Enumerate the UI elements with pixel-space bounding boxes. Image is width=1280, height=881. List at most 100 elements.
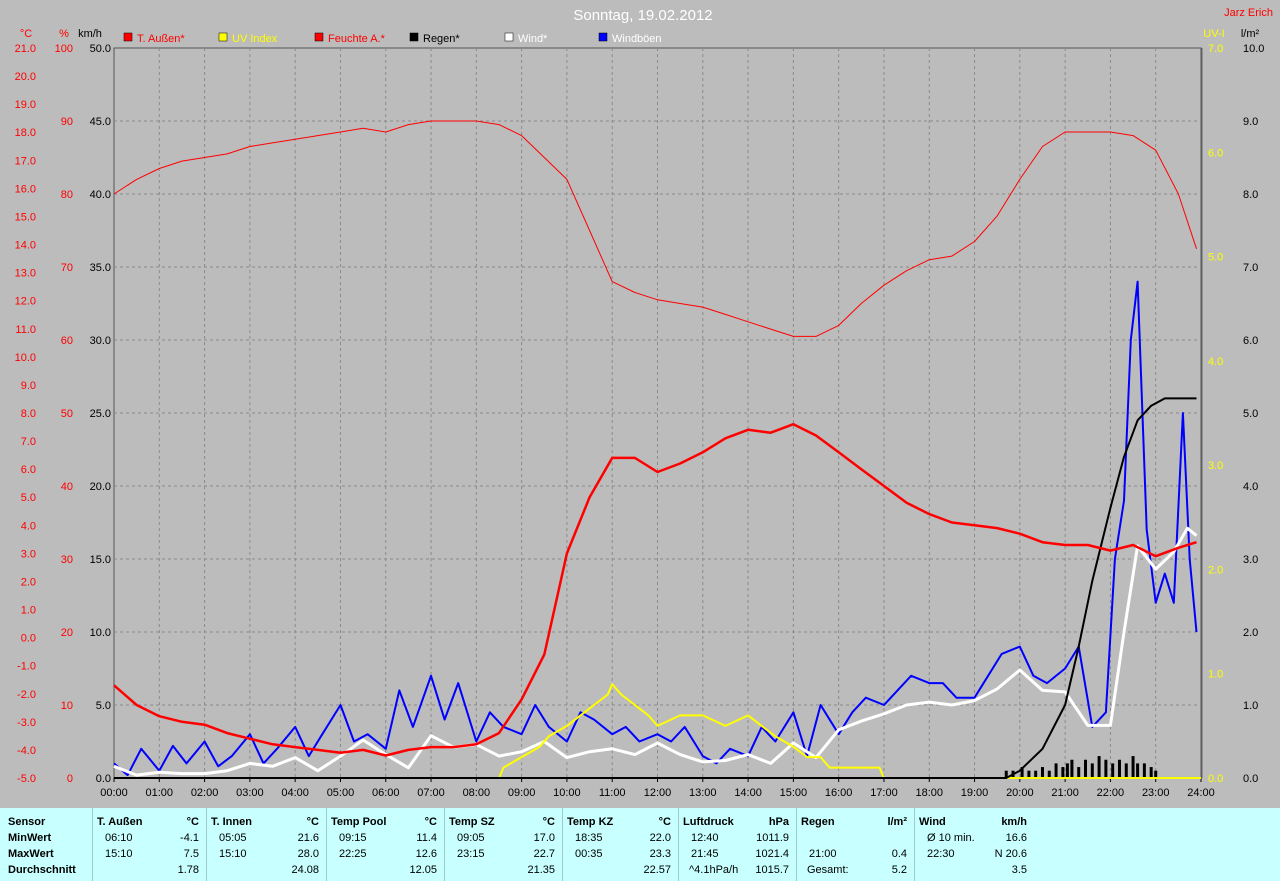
stats-min-time: 12:40 bbox=[691, 832, 719, 844]
stats-avg-val: 21.35 bbox=[527, 864, 555, 876]
stats-name: Temp SZ bbox=[449, 816, 495, 828]
y-tick-temp: 1.0 bbox=[21, 605, 36, 617]
x-tick-label: 03:00 bbox=[236, 787, 264, 799]
stats-min-val: 16.6 bbox=[1005, 832, 1027, 844]
stats-max-val: 22.7 bbox=[533, 848, 555, 860]
rain-bar bbox=[1027, 770, 1031, 778]
x-tick-label: 00:00 bbox=[100, 787, 128, 799]
legend-swatch bbox=[123, 32, 133, 42]
y-tick-wind: 0.0 bbox=[96, 773, 111, 785]
series-line-wind bbox=[113, 526, 1198, 777]
legend-swatch bbox=[504, 32, 514, 42]
stats-avg-val: 24.08 bbox=[291, 864, 319, 876]
stats-max-val: 0.4 bbox=[891, 848, 907, 860]
axis-unit-uv: UV-I bbox=[1203, 28, 1224, 40]
stats-label-sensor: Sensor bbox=[8, 816, 46, 828]
series-line-feuchte-a bbox=[113, 120, 1197, 337]
y-tick-wind: 45.0 bbox=[90, 116, 111, 128]
x-tick-label: 22:00 bbox=[1097, 787, 1125, 799]
y-tick-temp: 18.0 bbox=[15, 127, 36, 139]
y-tick-temp: -1.0 bbox=[17, 661, 36, 673]
stats-name: Wind bbox=[919, 816, 946, 828]
axis-unit-temp: °C bbox=[20, 28, 32, 40]
axis-unit-humidity: % bbox=[59, 28, 69, 40]
y-tick-temp: 9.0 bbox=[21, 380, 36, 392]
stats-column: T. Außen °C 06:10 -4.1 15:10 7.5 1.78 bbox=[92, 808, 207, 881]
y-tick-rain: 8.0 bbox=[1243, 189, 1258, 201]
x-tick-label: 18:00 bbox=[915, 787, 943, 799]
stats-max-time: 00:35 bbox=[575, 848, 603, 860]
stats-unit: °C bbox=[542, 816, 555, 828]
y-tick-rain: 10.0 bbox=[1243, 43, 1264, 55]
stats-unit: °C bbox=[186, 816, 199, 828]
y-tick-uv: 5.0 bbox=[1208, 252, 1223, 264]
y-tick-humidity: 30 bbox=[61, 554, 73, 566]
chart-title: Sonntag, 19.02.2012 bbox=[573, 7, 712, 24]
stats-name: Temp Pool bbox=[331, 816, 387, 828]
x-tick-label: 02:00 bbox=[191, 787, 219, 799]
stats-min-time: 09:05 bbox=[457, 832, 485, 844]
stats-max-time: 22:30 bbox=[927, 848, 955, 860]
stats-column: Temp Pool °C 09:15 11.4 22:25 12.6 12.05 bbox=[326, 808, 445, 881]
stats-label-avg: Durchschnitt bbox=[8, 864, 76, 876]
y-tick-rain: 0.0 bbox=[1243, 773, 1258, 785]
rain-bar bbox=[1054, 763, 1058, 778]
stats-min-val: 11.4 bbox=[416, 832, 437, 844]
legend-label: Windböen bbox=[612, 33, 662, 45]
y-tick-wind: 25.0 bbox=[90, 408, 111, 420]
stats-label-max: MaxWert bbox=[8, 848, 54, 860]
legend-swatch bbox=[314, 32, 324, 42]
stats-min-time: 18:35 bbox=[575, 832, 603, 844]
y-tick-temp: -3.0 bbox=[17, 717, 36, 729]
y-tick-uv: 3.0 bbox=[1208, 460, 1223, 472]
y-tick-temp: 8.0 bbox=[21, 408, 36, 420]
y-tick-temp: -4.0 bbox=[17, 745, 36, 757]
y-tick-temp: 17.0 bbox=[15, 155, 36, 167]
y-tick-humidity: 100 bbox=[55, 43, 73, 55]
legend-label: UV Index bbox=[232, 33, 278, 45]
x-tick-label: 17:00 bbox=[870, 787, 898, 799]
rain-bar bbox=[1077, 767, 1081, 778]
y-tick-temp: 4.0 bbox=[21, 520, 36, 532]
y-tick-rain: 9.0 bbox=[1243, 116, 1258, 128]
rain-bar bbox=[1070, 759, 1074, 778]
rain-bar bbox=[1020, 767, 1024, 778]
stats-unit: °C bbox=[306, 816, 319, 828]
y-tick-uv: 1.0 bbox=[1208, 669, 1223, 681]
y-tick-uv: 7.0 bbox=[1208, 43, 1223, 55]
stats-name: Temp KZ bbox=[567, 816, 614, 828]
y-tick-wind: 50.0 bbox=[90, 43, 111, 55]
rain-bar bbox=[1104, 759, 1108, 778]
y-tick-uv: 2.0 bbox=[1208, 564, 1223, 576]
stats-row-labels: Sensor MinWert MaxWert Durchschnitt bbox=[0, 808, 92, 881]
x-tick-label: 11:00 bbox=[599, 787, 626, 799]
stats-column: T. Innen °C 05:05 21.6 15:10 28.0 24.08 bbox=[206, 808, 327, 881]
stats-max-val: 1021.4 bbox=[755, 848, 789, 860]
rain-bar bbox=[1097, 756, 1101, 778]
x-tick-label: 15:00 bbox=[780, 787, 808, 799]
stats-min-val: 1011.9 bbox=[756, 832, 789, 844]
y-tick-wind: 40.0 bbox=[90, 189, 111, 201]
x-tick-label: 09:00 bbox=[508, 787, 536, 799]
y-tick-humidity: 70 bbox=[61, 262, 73, 274]
axis-unit-rain: l/m² bbox=[1241, 28, 1260, 40]
stats-column: Temp SZ °C 09:05 17.0 23:15 22.7 21.35 bbox=[444, 808, 563, 881]
rain-bar bbox=[1034, 770, 1038, 778]
x-tick-label: 05:00 bbox=[327, 787, 355, 799]
y-tick-uv: 0.0 bbox=[1208, 773, 1223, 785]
y-tick-humidity: 60 bbox=[61, 335, 73, 347]
stats-max-time: 15:10 bbox=[105, 848, 133, 860]
x-tick-label: 24:00 bbox=[1187, 787, 1215, 799]
statistics-table: Sensor MinWert MaxWert Durchschnitt T. A… bbox=[0, 808, 1280, 881]
y-tick-temp: 3.0 bbox=[21, 548, 36, 560]
y-tick-humidity: 0 bbox=[67, 773, 73, 785]
stats-name: T. Außen bbox=[97, 816, 143, 828]
x-tick-label: 13:00 bbox=[689, 787, 717, 799]
y-tick-wind: 5.0 bbox=[96, 700, 111, 712]
y-tick-wind: 10.0 bbox=[90, 627, 111, 639]
stats-min-val: -4.1 bbox=[180, 832, 199, 844]
stats-unit: l/m² bbox=[887, 816, 907, 828]
y-tick-temp: 6.0 bbox=[21, 464, 36, 476]
rain-bar bbox=[1149, 767, 1153, 778]
stats-unit: °C bbox=[658, 816, 671, 828]
